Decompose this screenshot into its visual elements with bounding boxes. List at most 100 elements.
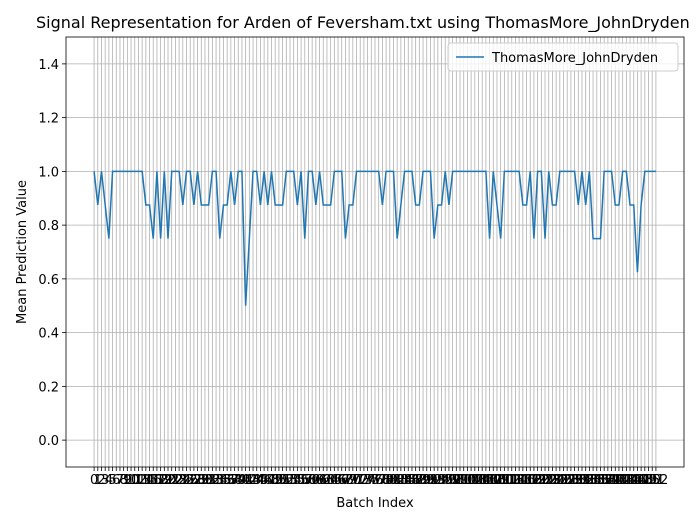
x-tick-label: 1 <box>94 473 102 488</box>
data-line <box>93 170 656 306</box>
x-tick-label: 51 <box>274 473 291 488</box>
x-tick-label: 93 <box>430 473 447 488</box>
x-tick-label: 98 <box>448 473 465 488</box>
x-tick-label: 128 <box>555 473 580 488</box>
x-tick-label: 32 <box>204 473 221 488</box>
x-tick-label: 17 <box>149 473 166 488</box>
x-tick-label: 79 <box>378 473 395 488</box>
x-tick-label: 6 <box>112 473 120 488</box>
x-tick-label: 118 <box>518 473 543 488</box>
x-tick-label: 100 <box>451 473 476 488</box>
x-tick-label: 81 <box>385 473 402 488</box>
x-tick-label: 146 <box>621 473 646 488</box>
y-tick-label: 1.4 <box>38 58 59 73</box>
x-tick-label: 50 <box>271 473 288 488</box>
x-tick-label: 134 <box>577 473 602 488</box>
x-tick-label: 138 <box>592 473 617 488</box>
x-tick-label: 24 <box>175 473 192 488</box>
x-tick-label: 133 <box>573 473 598 488</box>
legend: ThomasMore_JohnDryden <box>447 42 679 72</box>
x-tick-label: 42 <box>241 473 258 488</box>
x-tick-label: 116 <box>510 473 535 488</box>
legend-box <box>447 42 679 72</box>
x-tick-label: 111 <box>492 473 517 488</box>
x-tick-label: 39 <box>230 473 247 488</box>
x-tick-label: 55 <box>289 473 306 488</box>
y-tick-label: 1.2 <box>38 112 59 127</box>
x-tick-label: 88 <box>411 473 428 488</box>
x-tick-label: 74 <box>359 473 376 488</box>
x-tick-label: 58 <box>300 473 317 488</box>
x-tick-label: 86 <box>404 473 421 488</box>
x-tick-label: 48 <box>263 473 280 488</box>
x-tick-label: 131 <box>566 473 591 488</box>
x-tick-label: 113 <box>499 473 524 488</box>
x-tick-label: 34 <box>211 473 228 488</box>
x-tick-label: 29 <box>193 473 210 488</box>
x-tick-label: 117 <box>514 473 539 488</box>
x-tick-label: 8 <box>120 473 128 488</box>
x-tick-label: 127 <box>551 473 576 488</box>
x-tick-label: 90 <box>418 473 435 488</box>
x-tick-label: 44 <box>248 473 265 488</box>
x-tick-label: 62 <box>315 473 332 488</box>
x-tick-label: 69 <box>341 473 358 488</box>
x-tick-label: 105 <box>470 473 495 488</box>
x-tick-label: 148 <box>629 473 654 488</box>
x-tick-label: 75 <box>363 473 380 488</box>
x-tick-label: 47 <box>260 473 277 488</box>
x-tick-label: 45 <box>252 473 269 488</box>
x-tick-label: 130 <box>562 473 587 488</box>
x-tick-label: 142 <box>607 473 632 488</box>
x-tick-label: 95 <box>437 473 454 488</box>
x-tick-label: 67 <box>333 473 350 488</box>
x-tick-label: 41 <box>237 473 254 488</box>
x-tick-label: 147 <box>625 473 650 488</box>
y-tick-label: 0.4 <box>38 327 59 342</box>
x-tick-label: 2 <box>97 473 105 488</box>
chart-title: Signal Representation for Arden of Fever… <box>36 13 690 33</box>
x-tick-label: 53 <box>282 473 299 488</box>
x-tick-label: 143 <box>610 473 635 488</box>
x-tick-label: 87 <box>407 473 424 488</box>
x-tick-label: 49 <box>267 473 284 488</box>
x-tick-label: 125 <box>544 473 569 488</box>
x-tick-label: 80 <box>382 473 399 488</box>
x-tick-label: 30 <box>197 473 214 488</box>
plot-frame <box>65 36 685 468</box>
x-tick-label: 76 <box>367 473 384 488</box>
x-tick-label: 25 <box>178 473 195 488</box>
x-tick-label: 149 <box>632 473 657 488</box>
x-tick-label: 57 <box>296 473 313 488</box>
x-tick-label: 124 <box>540 473 565 488</box>
x-tick-label: 70 <box>345 473 362 488</box>
x-tick-label: 71 <box>348 473 365 488</box>
x-tick-label: 11 <box>126 473 143 488</box>
x-tick-label: 137 <box>588 473 613 488</box>
x-tick-label: 102 <box>459 473 484 488</box>
x-tick-label: 63 <box>319 473 336 488</box>
x-tick-label: 115 <box>507 473 532 488</box>
x-tick-label: 103 <box>462 473 487 488</box>
x-tick-label: 152 <box>643 473 668 488</box>
y-tick-label: 0.2 <box>38 380 59 395</box>
x-tick-label: 31 <box>200 473 217 488</box>
x-tick-label: 104 <box>466 473 491 488</box>
x-tick-label: 36 <box>219 473 236 488</box>
x-tick-label: 35 <box>215 473 232 488</box>
x-tick-label: 84 <box>396 473 413 488</box>
x-tick-label: 89 <box>415 473 432 488</box>
x-tick-label: 21 <box>163 473 180 488</box>
x-tick-label: 68 <box>337 473 354 488</box>
y-tick-label: 0.8 <box>38 219 59 234</box>
x-tick-label: 66 <box>330 473 347 488</box>
x-tick-label: 110 <box>488 473 513 488</box>
x-tick-label: 114 <box>503 473 528 488</box>
x-tick-label: 13 <box>134 473 151 488</box>
x-tick-label: 123 <box>536 473 561 488</box>
x-tick-label: 61 <box>311 473 328 488</box>
x-tick-label: 52 <box>278 473 295 488</box>
x-tick-label: 65 <box>326 473 343 488</box>
x-tick-label: 82 <box>389 473 406 488</box>
